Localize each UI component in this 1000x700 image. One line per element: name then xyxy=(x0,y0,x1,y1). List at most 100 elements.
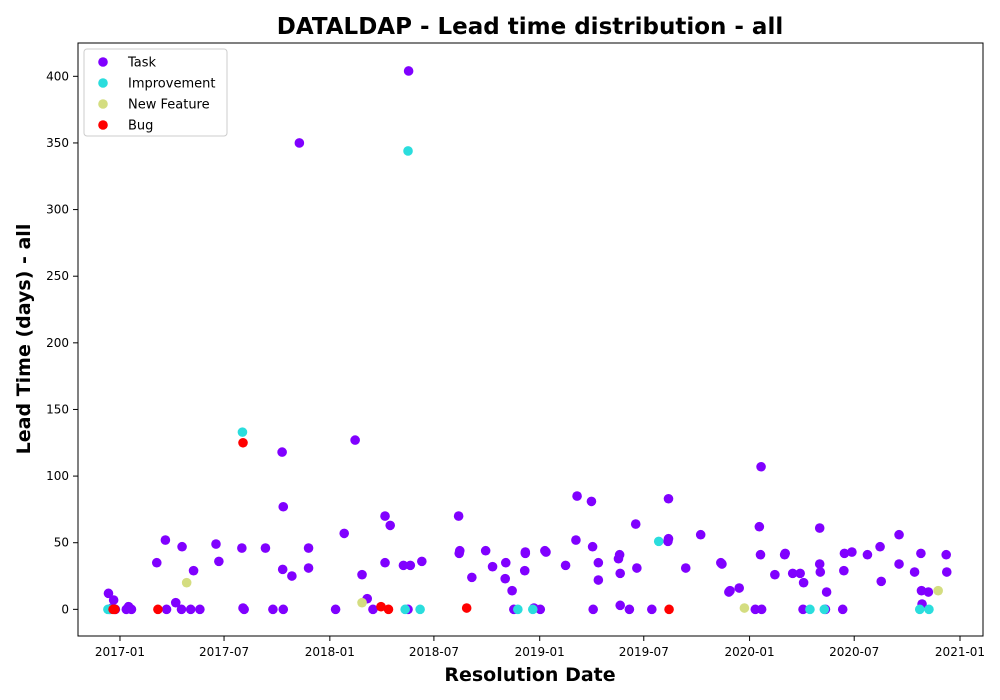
task-point xyxy=(177,541,187,552)
task-point xyxy=(725,585,735,596)
task-point xyxy=(862,549,873,560)
task-point xyxy=(875,541,885,552)
improvement-point xyxy=(415,604,425,615)
x-tick-label: 2017-01 xyxy=(95,645,145,659)
task-point xyxy=(632,563,642,573)
task-point xyxy=(795,568,805,579)
task-point xyxy=(160,535,171,545)
task-point xyxy=(780,548,791,559)
task-point xyxy=(876,576,887,587)
legend-label-improvement: Improvement xyxy=(128,77,215,92)
task-point xyxy=(380,557,390,568)
x-tick-label: 2019-07 xyxy=(619,645,669,659)
task-point xyxy=(787,568,798,579)
task-point xyxy=(260,543,271,553)
task-point xyxy=(350,435,360,445)
task-point xyxy=(195,604,205,615)
improvement-point xyxy=(403,146,413,156)
task-point xyxy=(798,577,809,588)
task-point xyxy=(268,604,278,615)
legend-label-new-feature: New Feature xyxy=(128,98,210,113)
task-point xyxy=(161,604,172,615)
task-point xyxy=(519,565,530,576)
task-point xyxy=(368,604,378,615)
task-point xyxy=(894,559,904,569)
task-point xyxy=(624,604,635,615)
task-point xyxy=(237,543,247,553)
task-point xyxy=(287,571,297,581)
task-point xyxy=(821,587,832,597)
legend-marker-new-feature xyxy=(98,99,108,109)
x-axis-title: Resolution Date xyxy=(444,664,615,686)
task-point xyxy=(507,585,517,596)
task-point xyxy=(798,604,808,615)
x-tick-label: 2018-01 xyxy=(305,645,355,659)
task-point xyxy=(330,604,341,615)
new-feature-point xyxy=(181,577,192,588)
task-point xyxy=(837,604,848,615)
task-point xyxy=(593,557,604,568)
bug-point xyxy=(383,604,394,615)
x-tick-label: 2020-07 xyxy=(829,645,879,659)
bug-point xyxy=(109,604,120,615)
x-axis: 2017-01 2017-07 2018-01 2018-07 2019-01 2019-… xyxy=(95,636,985,659)
task-point xyxy=(756,604,767,615)
task-point xyxy=(615,600,625,611)
task-point xyxy=(663,533,674,544)
y-tick-label: 100 xyxy=(46,469,69,483)
task-point xyxy=(294,138,305,148)
task-point xyxy=(839,548,850,559)
task-point xyxy=(467,572,477,583)
x-tick-label: 2018-07 xyxy=(409,645,459,659)
task-point xyxy=(560,560,571,571)
task-point xyxy=(680,563,691,573)
task-point xyxy=(239,604,249,615)
improvement-point xyxy=(653,536,664,547)
task-point xyxy=(847,547,857,557)
y-axis: 0 50 100 150 200 250 300 350 400 xyxy=(46,69,78,616)
task-point xyxy=(894,529,904,540)
task-point xyxy=(151,557,162,568)
legend-box xyxy=(83,48,228,137)
task-point xyxy=(380,511,390,521)
improvement-point xyxy=(914,604,925,615)
task-point xyxy=(695,529,706,540)
task-point xyxy=(923,587,934,597)
bug-point xyxy=(376,601,386,612)
task-point xyxy=(814,559,825,569)
y-tick-label: 300 xyxy=(46,203,69,217)
task-point xyxy=(814,523,825,533)
task-point xyxy=(663,493,674,504)
task-point xyxy=(500,573,511,584)
task-point xyxy=(541,547,551,557)
task-point xyxy=(909,567,920,577)
task-point xyxy=(593,575,604,585)
task-point xyxy=(277,447,287,457)
task-point xyxy=(277,564,288,575)
task-point xyxy=(815,567,826,577)
task-point xyxy=(108,595,119,605)
improvement-point xyxy=(237,427,248,437)
task-point xyxy=(303,543,314,553)
task-point xyxy=(756,461,766,472)
task-point xyxy=(941,549,952,560)
task-point xyxy=(717,559,727,569)
task-point xyxy=(176,604,187,615)
task-point xyxy=(403,66,414,76)
legend-marker-task xyxy=(98,57,108,67)
task-point xyxy=(770,569,780,580)
task-point xyxy=(480,545,491,556)
task-point xyxy=(398,560,409,571)
bug-point xyxy=(238,437,248,448)
task-point xyxy=(278,604,289,615)
task-point xyxy=(571,535,581,545)
task-point xyxy=(647,604,657,615)
y-tick-label: 150 xyxy=(46,402,69,416)
improvement-point xyxy=(805,604,815,615)
task-point xyxy=(614,549,625,560)
improvement-point xyxy=(819,604,830,615)
task-point xyxy=(630,519,641,529)
legend-marker-improvement xyxy=(98,78,108,88)
task-point xyxy=(916,548,926,559)
task-point xyxy=(339,528,350,539)
